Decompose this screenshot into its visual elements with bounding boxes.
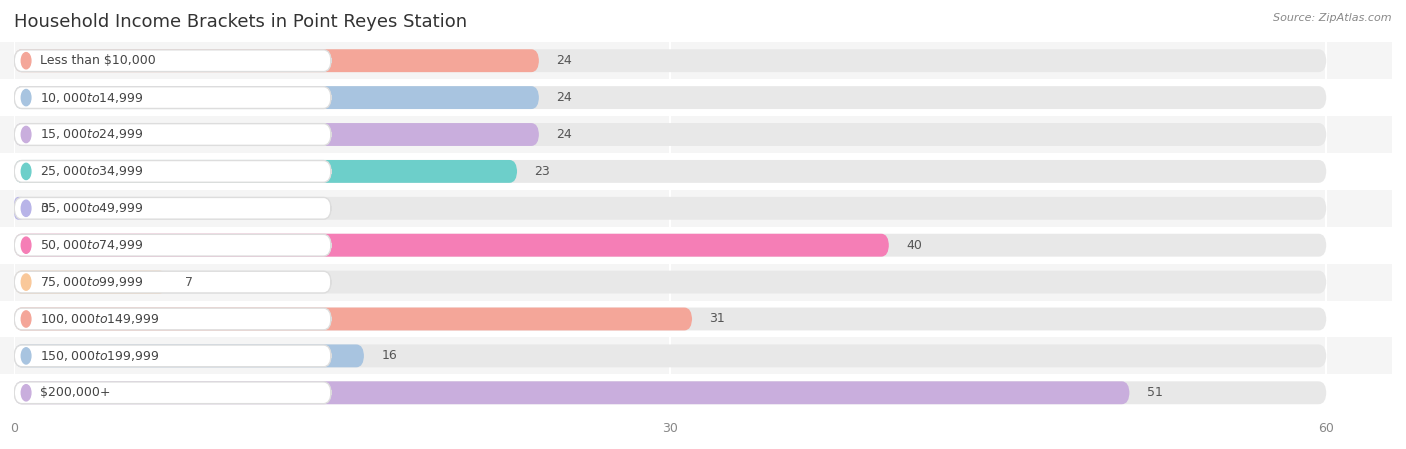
FancyBboxPatch shape [0, 300, 1392, 338]
FancyBboxPatch shape [14, 271, 167, 294]
FancyBboxPatch shape [0, 42, 1392, 79]
Text: 31: 31 [710, 313, 725, 326]
FancyBboxPatch shape [14, 308, 332, 330]
Circle shape [21, 126, 31, 143]
FancyBboxPatch shape [0, 374, 1392, 411]
Circle shape [21, 348, 31, 364]
FancyBboxPatch shape [14, 381, 1326, 404]
Text: $75,000 to $99,999: $75,000 to $99,999 [41, 275, 143, 289]
FancyBboxPatch shape [14, 308, 1326, 330]
FancyBboxPatch shape [14, 123, 332, 145]
Text: $35,000 to $49,999: $35,000 to $49,999 [41, 201, 143, 216]
FancyBboxPatch shape [0, 264, 1392, 300]
FancyBboxPatch shape [14, 344, 364, 367]
Circle shape [21, 89, 31, 106]
FancyBboxPatch shape [14, 381, 1129, 404]
FancyBboxPatch shape [0, 190, 1392, 227]
FancyBboxPatch shape [14, 86, 538, 109]
FancyBboxPatch shape [0, 227, 1392, 264]
Text: $50,000 to $74,999: $50,000 to $74,999 [41, 238, 143, 252]
Text: $25,000 to $34,999: $25,000 to $34,999 [41, 164, 143, 178]
FancyBboxPatch shape [14, 382, 332, 404]
Text: 23: 23 [534, 165, 550, 178]
Text: $15,000 to $24,999: $15,000 to $24,999 [41, 128, 143, 141]
FancyBboxPatch shape [14, 234, 889, 257]
Circle shape [21, 163, 31, 180]
FancyBboxPatch shape [14, 86, 1326, 109]
FancyBboxPatch shape [14, 308, 692, 330]
FancyBboxPatch shape [14, 160, 1326, 183]
Text: Source: ZipAtlas.com: Source: ZipAtlas.com [1274, 13, 1392, 23]
FancyBboxPatch shape [14, 87, 332, 109]
Text: Less than $10,000: Less than $10,000 [41, 54, 156, 67]
Circle shape [21, 385, 31, 401]
FancyBboxPatch shape [14, 49, 1326, 72]
FancyBboxPatch shape [14, 160, 517, 183]
FancyBboxPatch shape [14, 197, 1326, 220]
FancyBboxPatch shape [0, 116, 1392, 153]
FancyBboxPatch shape [14, 197, 25, 220]
Circle shape [21, 200, 31, 216]
Text: $10,000 to $14,999: $10,000 to $14,999 [41, 91, 143, 105]
FancyBboxPatch shape [14, 49, 538, 72]
FancyBboxPatch shape [0, 153, 1392, 190]
FancyBboxPatch shape [14, 123, 538, 146]
Circle shape [21, 274, 31, 290]
Text: 7: 7 [184, 276, 193, 289]
FancyBboxPatch shape [14, 271, 1326, 294]
FancyBboxPatch shape [0, 338, 1392, 374]
FancyBboxPatch shape [0, 79, 1392, 116]
Text: $200,000+: $200,000+ [41, 386, 111, 399]
Text: 24: 24 [557, 54, 572, 67]
Text: 24: 24 [557, 128, 572, 141]
FancyBboxPatch shape [14, 271, 332, 293]
Text: 0: 0 [41, 202, 48, 215]
FancyBboxPatch shape [14, 123, 1326, 146]
Text: 40: 40 [907, 239, 922, 252]
Circle shape [21, 237, 31, 253]
FancyBboxPatch shape [14, 344, 1326, 367]
Circle shape [21, 311, 31, 327]
FancyBboxPatch shape [14, 198, 332, 219]
Text: $150,000 to $199,999: $150,000 to $199,999 [41, 349, 160, 363]
Text: 51: 51 [1147, 386, 1163, 399]
Text: 16: 16 [381, 349, 398, 362]
Text: $100,000 to $149,999: $100,000 to $149,999 [41, 312, 160, 326]
Circle shape [21, 53, 31, 69]
FancyBboxPatch shape [14, 234, 1326, 257]
FancyBboxPatch shape [14, 50, 332, 71]
FancyBboxPatch shape [14, 345, 332, 367]
FancyBboxPatch shape [14, 161, 332, 182]
Text: 24: 24 [557, 91, 572, 104]
FancyBboxPatch shape [14, 234, 332, 256]
Text: Household Income Brackets in Point Reyes Station: Household Income Brackets in Point Reyes… [14, 13, 467, 31]
